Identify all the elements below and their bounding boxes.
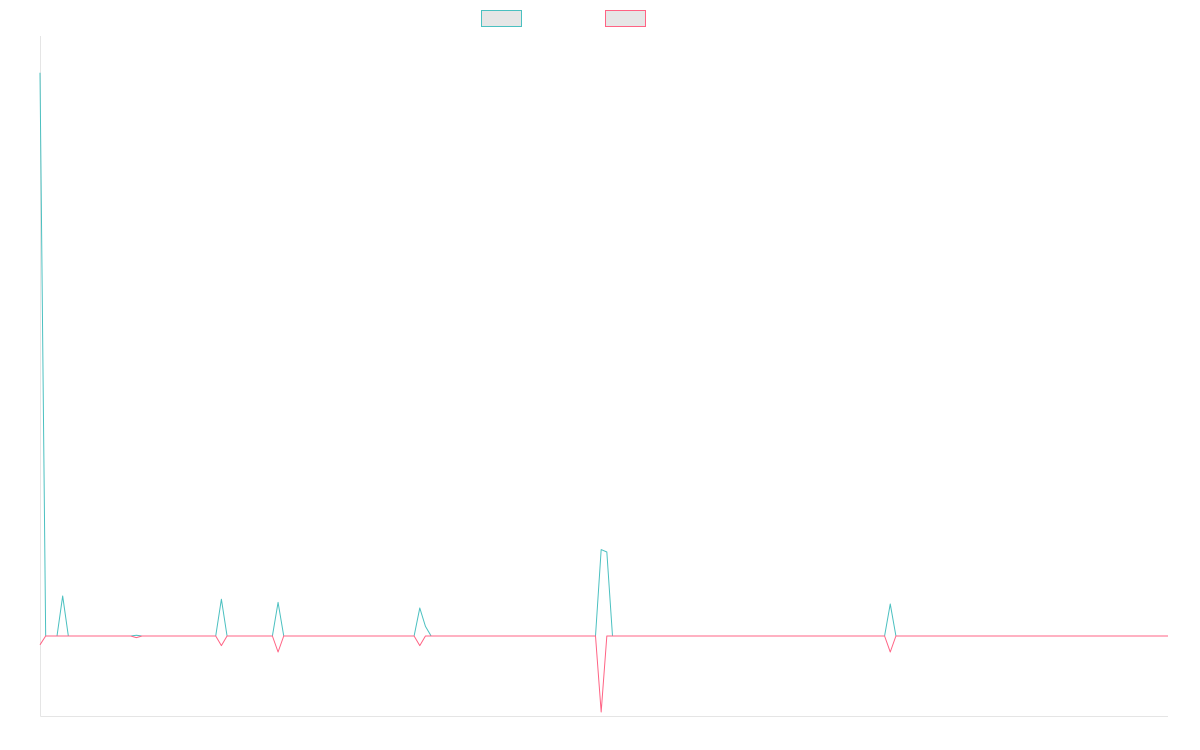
series-line-1 — [39, 72, 1168, 637]
series-layer — [39, 72, 1168, 713]
legend-item-2[interactable] — [605, 10, 646, 27]
legend-swatch-1 — [481, 10, 522, 27]
legend-swatch-2 — [605, 10, 646, 27]
series-line-2 — [39, 635, 1168, 713]
legend-item-1[interactable] — [481, 10, 522, 27]
legend — [481, 10, 646, 27]
